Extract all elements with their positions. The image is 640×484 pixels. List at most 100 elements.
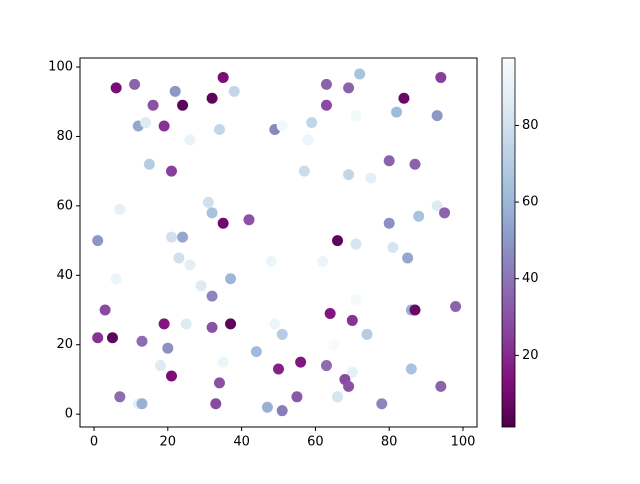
colorbar-tick-label: 60 [522,195,539,210]
point [354,68,366,80]
point [114,203,126,215]
y-tick-label: 60 [56,198,73,213]
point [328,339,340,351]
point [431,110,443,122]
point [350,294,362,306]
plot-frame [79,57,478,428]
point [166,231,178,243]
point [243,214,255,226]
point [206,321,218,333]
point [295,356,307,368]
x-tick-label: 100 [451,435,476,450]
x-tick-label: 80 [381,435,398,450]
point [273,363,284,375]
point [343,82,355,94]
colorbar-tick-label: 80 [522,118,539,133]
point [106,332,118,344]
y-tick-label: 100 [48,60,73,75]
point [343,169,355,181]
point [261,401,273,413]
point [92,332,104,344]
point [320,99,332,111]
point [180,318,192,330]
point [320,360,332,372]
point [332,235,344,247]
point [166,165,178,177]
point [250,346,262,358]
point [206,92,218,104]
point [361,328,373,340]
point [154,360,166,372]
point [225,318,237,330]
point [206,207,218,219]
y-tick-label: 40 [56,268,73,283]
y-tick-label: 80 [56,129,73,144]
point [184,259,196,271]
point [413,210,425,222]
point [217,71,229,83]
point [450,301,462,313]
y-tick-label: 20 [56,337,73,352]
point [140,117,152,129]
point [99,304,111,316]
point [206,290,218,302]
point [391,106,403,118]
point [129,78,141,90]
point [158,120,170,132]
point [110,273,122,285]
x-tick-label: 20 [160,435,177,450]
point [147,99,159,111]
point [177,99,189,111]
point [365,172,377,184]
point [136,335,148,347]
point [376,398,388,410]
point [317,255,329,267]
point [228,85,240,97]
point [306,117,318,129]
point [169,85,181,97]
point [276,328,288,340]
point [383,217,395,229]
point [405,363,417,375]
point [298,165,310,177]
point [291,391,303,403]
point [350,238,362,250]
point [302,134,314,146]
point [173,252,185,264]
point [213,377,225,389]
point [350,110,362,122]
point [213,124,225,136]
point [332,391,344,403]
colorbar [501,57,516,428]
x-tick-label: 0 [90,435,98,450]
point [324,307,336,319]
point [398,92,410,104]
x-tick-label: 60 [307,435,324,450]
point [383,155,395,167]
point [184,134,196,146]
point [143,158,155,170]
point [177,231,189,243]
point [276,405,288,417]
y-tick-label: 0 [65,407,73,422]
point [114,391,126,403]
point [92,235,104,247]
point [346,314,358,326]
point [346,367,358,379]
point [320,78,332,90]
point [387,242,399,254]
point [439,207,451,219]
point [431,200,443,212]
point [202,196,214,208]
point [409,158,421,170]
point [435,71,447,83]
point [217,217,229,229]
point [265,255,277,267]
point [136,398,148,410]
colorbar-tick-label: 40 [522,271,539,286]
point [402,252,414,264]
point [217,356,229,368]
point [276,120,288,132]
point [210,398,222,410]
point [435,380,447,392]
